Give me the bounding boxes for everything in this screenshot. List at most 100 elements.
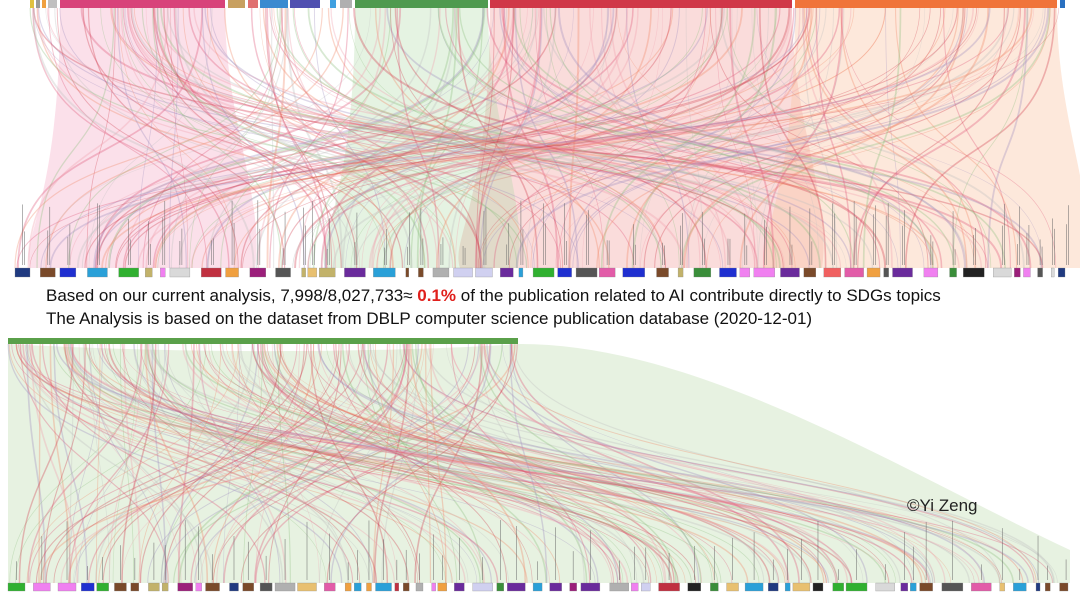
topic-block: [658, 582, 680, 592]
topic-block: [598, 267, 616, 278]
flow-arc: [256, 343, 320, 584]
flow-arc: [805, 7, 987, 269]
flow-arc: [120, 7, 337, 269]
flow-arc: [160, 343, 259, 584]
topic-block: [275, 267, 291, 278]
topic-block: [366, 582, 372, 592]
flow-arc: [709, 7, 929, 269]
topic-block: [500, 267, 514, 278]
flow-arc: [95, 7, 402, 269]
flow-arc: [123, 343, 142, 584]
topic-block: [394, 582, 400, 592]
flow-arc: [445, 7, 881, 269]
flow-arc: [178, 343, 407, 584]
flow-arc: [119, 343, 135, 584]
flow-arc: [715, 7, 756, 269]
flow-arc: [266, 7, 287, 269]
flow-arc: [252, 343, 771, 584]
flow-arc: [116, 7, 978, 269]
flow-arc: [157, 7, 703, 269]
flow-arc: [342, 7, 456, 269]
topic-block: [297, 582, 317, 592]
topic-block: [33, 582, 51, 592]
topic-block: [687, 582, 701, 592]
flow-fan: [28, 8, 257, 268]
flow-arc: [706, 7, 1051, 269]
flow-arc: [277, 343, 291, 584]
topic-block: [373, 267, 396, 278]
flow-arc: [223, 343, 409, 584]
flow-arc: [479, 7, 543, 269]
topic-block: [910, 582, 917, 592]
flow-arc: [121, 343, 157, 584]
flow-arc: [43, 343, 86, 584]
flow-arc: [403, 7, 680, 269]
flow-arc: [160, 343, 282, 584]
topic-block: [496, 582, 504, 592]
flow-arc: [220, 7, 392, 269]
flow-arc: [862, 7, 902, 269]
flow-arc: [446, 343, 864, 584]
flow-arc: [36, 7, 115, 269]
flow-arc: [530, 7, 712, 269]
flow-arc: [654, 7, 1022, 269]
flow-arc: [17, 7, 204, 269]
flow-arc: [326, 343, 513, 584]
flow-arc: [7, 343, 343, 584]
flow-arc: [29, 7, 1059, 269]
topic-block: [1023, 267, 1031, 278]
flow-arc: [102, 343, 340, 584]
topic-block: [971, 582, 992, 592]
flow-arc: [273, 7, 796, 269]
flow-arc: [264, 343, 1023, 584]
flow-arc: [271, 343, 398, 584]
flow-arc: [499, 7, 932, 269]
topic-block: [575, 267, 598, 278]
flow-arc: [252, 343, 852, 584]
flow-arc: [201, 7, 305, 269]
flow-arc: [894, 7, 1018, 269]
flow-arc: [479, 343, 702, 584]
flow-arc: [188, 7, 759, 269]
topic-block: [795, 0, 1057, 8]
flow-arc: [116, 7, 187, 269]
flow-arc: [70, 343, 930, 584]
flow-arc: [486, 343, 868, 584]
flow-arc: [84, 7, 528, 269]
flow-arc: [374, 7, 600, 269]
flow-arc: [609, 7, 757, 269]
flow-arc: [271, 7, 275, 269]
flow-arc: [294, 7, 791, 269]
flow-arc: [396, 7, 440, 269]
flow-arc: [112, 343, 138, 584]
flow-arc: [18, 343, 74, 584]
flow-fan: [8, 344, 1070, 583]
topic-block: [259, 582, 273, 592]
flow-arc: [16, 7, 1009, 269]
flow-arc: [430, 343, 447, 584]
flow-arc: [478, 7, 1020, 269]
topic-block: [60, 0, 225, 8]
flow-arc: [257, 7, 387, 269]
flow-arc: [320, 7, 516, 269]
flow-arc: [276, 7, 775, 269]
flow-arc: [482, 7, 1046, 269]
flow-arc: [206, 7, 615, 269]
flow-arc: [756, 7, 1044, 269]
flow-arc: [231, 343, 485, 584]
topic-block: [768, 582, 779, 592]
flow-arc: [152, 7, 342, 269]
topic-block: [160, 267, 166, 278]
flow-arc: [46, 7, 842, 269]
flow-arc: [112, 343, 760, 584]
flow-arc: [109, 7, 495, 269]
flow-arc: [327, 7, 667, 269]
flow-arc: [255, 7, 538, 269]
flow-arc: [65, 343, 478, 584]
flow-arc: [319, 343, 398, 584]
topic-block: [472, 582, 493, 592]
flow-arc: [474, 7, 542, 269]
flow-arc: [274, 343, 624, 584]
flow-arc: [108, 343, 143, 584]
flow-arc: [97, 343, 931, 584]
